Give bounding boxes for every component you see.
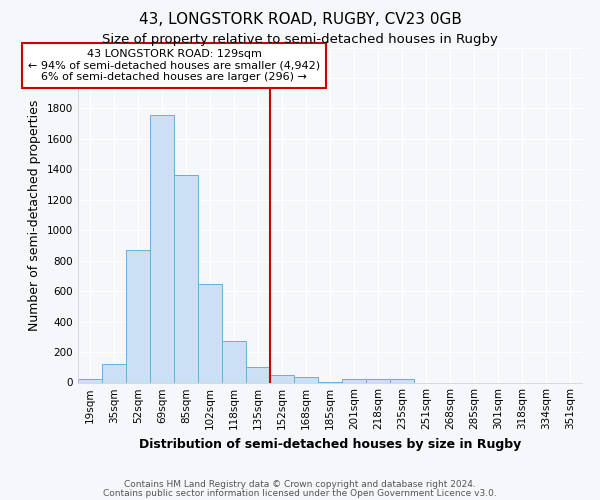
Bar [174, 176, 198, 382]
Bar [294, 377, 318, 382]
Bar [390, 380, 414, 382]
Bar [150, 114, 174, 382]
Bar [342, 380, 366, 382]
Bar [366, 380, 390, 382]
Bar [246, 368, 270, 382]
Text: 43 LONGSTORK ROAD: 129sqm
← 94% of semi-detached houses are smaller (4,942)
6% o: 43 LONGSTORK ROAD: 129sqm ← 94% of semi-… [28, 49, 320, 82]
Y-axis label: Number of semi-detached properties: Number of semi-detached properties [28, 100, 41, 330]
Bar [78, 380, 102, 382]
Text: Contains HM Land Registry data © Crown copyright and database right 2024.: Contains HM Land Registry data © Crown c… [124, 480, 476, 489]
Bar [102, 364, 126, 382]
Text: 43, LONGSTORK ROAD, RUGBY, CV23 0GB: 43, LONGSTORK ROAD, RUGBY, CV23 0GB [139, 12, 461, 28]
Text: Size of property relative to semi-detached houses in Rugby: Size of property relative to semi-detach… [102, 34, 498, 46]
Bar [198, 284, 222, 382]
Bar [126, 250, 150, 382]
Bar [222, 340, 246, 382]
Bar [270, 375, 294, 382]
X-axis label: Distribution of semi-detached houses by size in Rugby: Distribution of semi-detached houses by … [139, 438, 521, 451]
Text: Contains public sector information licensed under the Open Government Licence v3: Contains public sector information licen… [103, 488, 497, 498]
